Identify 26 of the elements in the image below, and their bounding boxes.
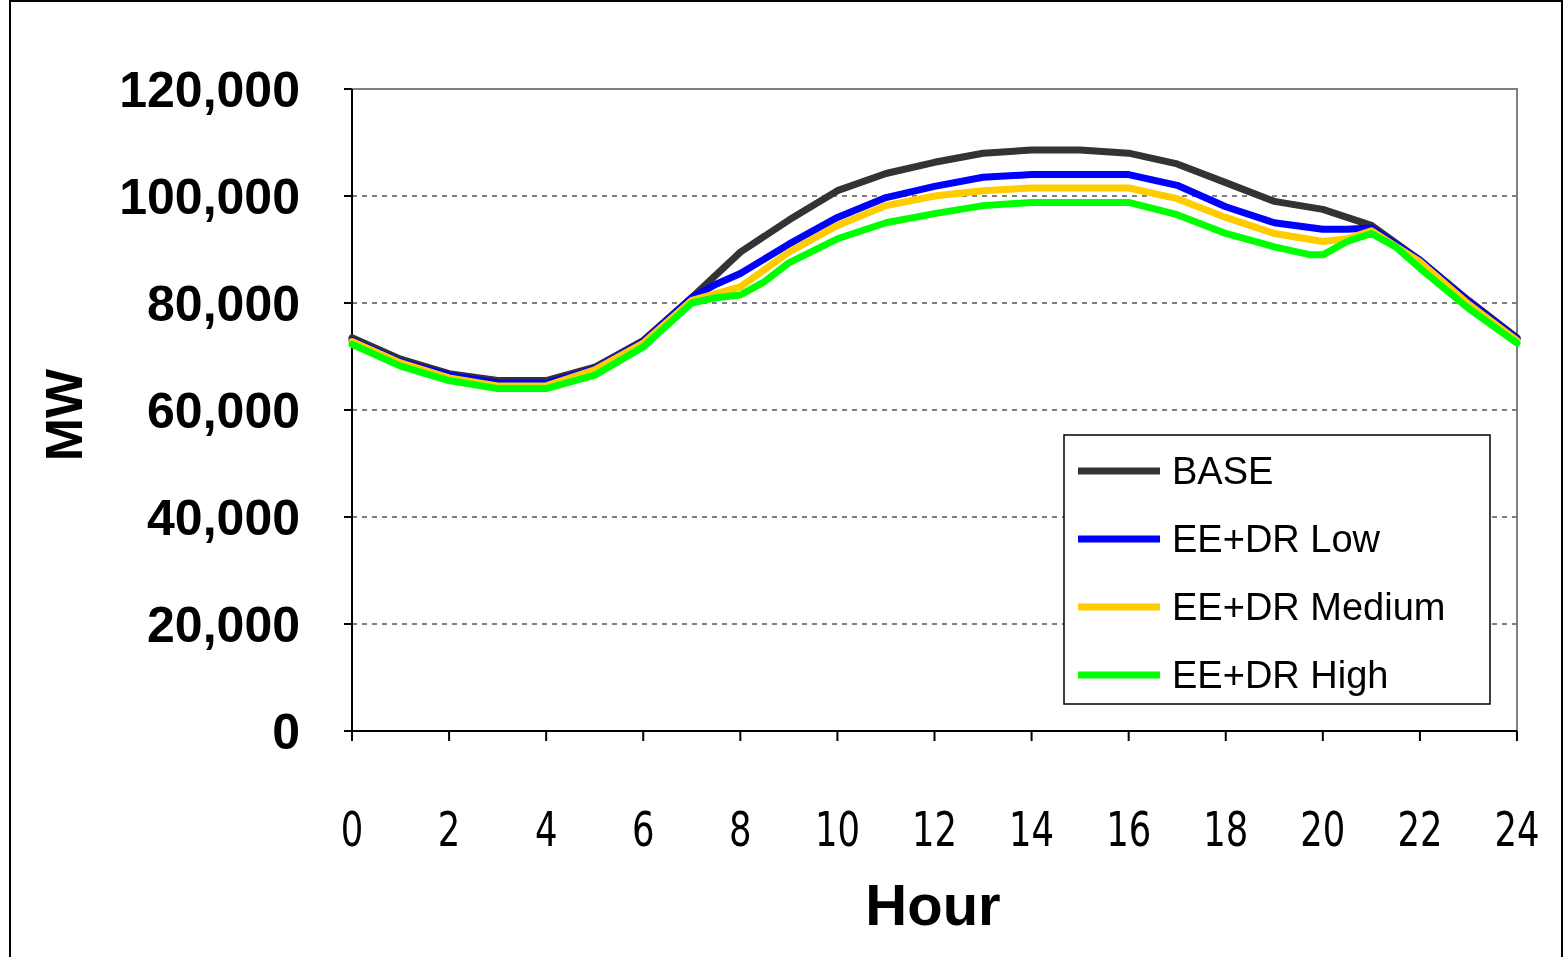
y-tick-label: 60,000 xyxy=(147,382,300,439)
x-tick-label: 24 xyxy=(1494,801,1540,857)
x-tick-label: 18 xyxy=(1203,801,1249,857)
x-tick-label: 6 xyxy=(631,801,655,857)
x-tick-label: 16 xyxy=(1106,801,1152,857)
x-tick-label: 10 xyxy=(814,801,860,857)
x-tick-label: 2 xyxy=(437,801,461,857)
y-axis-title: MW xyxy=(35,367,93,462)
y-tick-label: 120,000 xyxy=(119,61,300,118)
x-tick-label: 8 xyxy=(729,801,752,857)
legend-label: EE+DR Medium xyxy=(1172,586,1446,629)
legend-label: EE+DR Low xyxy=(1172,518,1381,561)
legend-label: EE+DR High xyxy=(1172,654,1389,697)
x-tick-label: 0 xyxy=(340,801,364,857)
x-axis-title: Hour xyxy=(865,872,1001,937)
y-tick-label: 20,000 xyxy=(147,596,300,653)
x-tick-label: 4 xyxy=(534,801,558,857)
y-tick-label: 40,000 xyxy=(147,489,300,546)
y-tick-label: 80,000 xyxy=(147,275,300,332)
x-tick-label: 20 xyxy=(1300,801,1346,857)
x-tick-label: 14 xyxy=(1009,801,1055,857)
x-tick-label: 12 xyxy=(911,801,958,857)
y-tick-label: 100,000 xyxy=(119,168,300,225)
x-tick-label: 22 xyxy=(1397,801,1443,857)
legend-label: BASE xyxy=(1172,450,1274,493)
y-tick-label: 0 xyxy=(272,703,300,760)
